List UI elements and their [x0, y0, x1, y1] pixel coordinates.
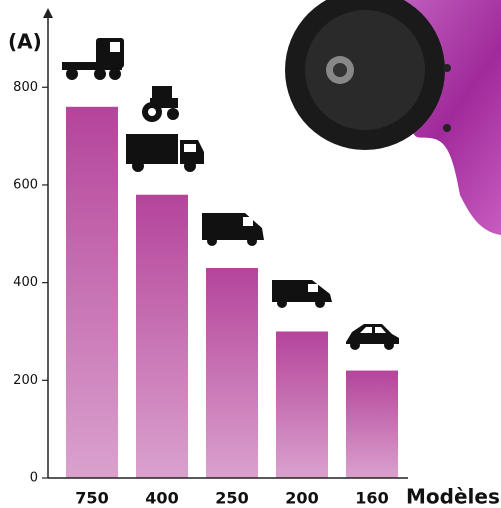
car-icon — [346, 324, 399, 350]
bar — [346, 370, 398, 478]
y-axis-arrow — [43, 8, 53, 18]
bar — [136, 194, 188, 478]
small-van-icon — [272, 280, 332, 308]
y-tick-label: 800 — [13, 80, 38, 95]
x-tick-label: 400 — [145, 489, 178, 508]
truck-icon — [62, 38, 124, 80]
x-tick-label: 160 — [355, 489, 388, 508]
bar — [66, 106, 118, 479]
bar — [206, 267, 258, 478]
y-tick-label: 400 — [13, 275, 38, 290]
y-tick-label: 600 — [13, 177, 38, 192]
y-tick-label: 200 — [13, 373, 38, 388]
y-tick-label: 0 — [30, 471, 38, 486]
x-axis-label: Modèles — [406, 485, 500, 508]
bar — [276, 331, 328, 478]
product-photo — [285, 0, 501, 235]
x-tick-label: 200 — [285, 489, 318, 508]
tractor-icon — [142, 86, 179, 122]
x-tick-label: 250 — [215, 489, 248, 508]
x-tick-label: 750 — [75, 489, 108, 508]
vehicle-icons — [62, 38, 399, 350]
lorry-icon — [126, 134, 204, 172]
y-axis-label: (A) — [8, 30, 42, 54]
van-icon — [202, 213, 264, 246]
